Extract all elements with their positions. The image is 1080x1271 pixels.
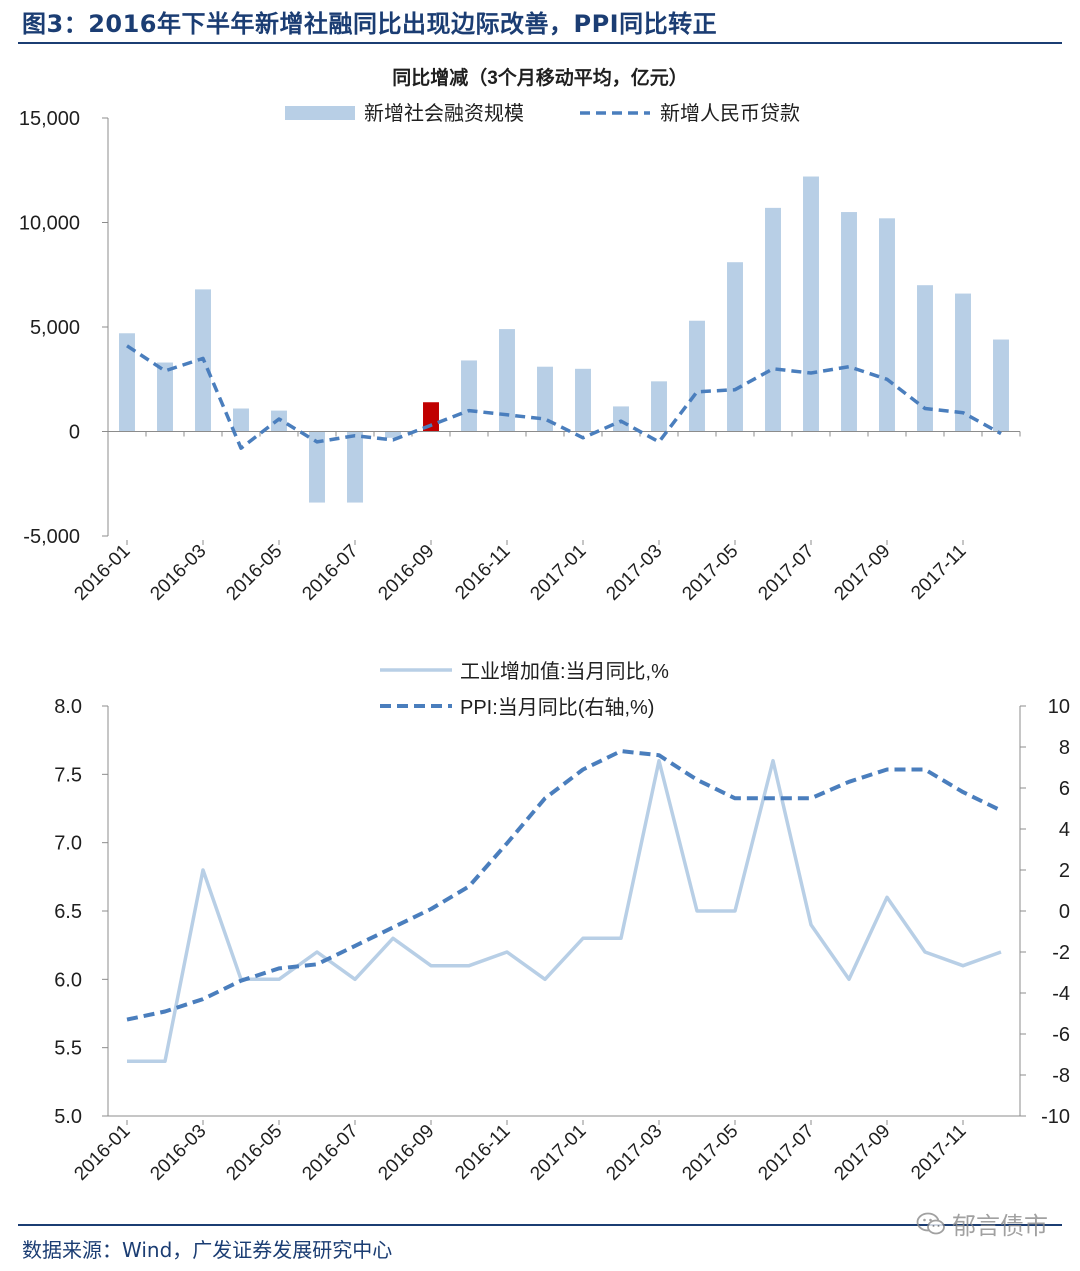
x-tick-label: 2016-05 bbox=[222, 1121, 286, 1185]
x-tick-label: 2016-11 bbox=[451, 541, 514, 604]
legend-swatch-bar bbox=[285, 106, 355, 120]
bar bbox=[841, 212, 857, 432]
legend-label: PPI:当月同比(右轴,%) bbox=[460, 696, 654, 719]
x-tick-label: 2017-01 bbox=[526, 1121, 590, 1185]
bar bbox=[917, 285, 933, 432]
y-tick-label-left: 6.0 bbox=[54, 969, 82, 991]
y-tick-label: 0 bbox=[69, 422, 80, 444]
legend-label: 工业增加值:当月同比,% bbox=[460, 660, 669, 683]
x-tick-label: 2017-11 bbox=[907, 1121, 970, 1184]
x-tick-label: 2017-11 bbox=[907, 541, 970, 604]
wechat-icon bbox=[916, 1212, 945, 1234]
y-tick-label-right: 6 bbox=[1059, 778, 1070, 800]
y-tick-label: 10,000 bbox=[19, 213, 80, 235]
y-tick-label-left: 6.5 bbox=[54, 901, 82, 923]
y-tick-label-right: -4 bbox=[1052, 983, 1070, 1005]
y-tick-label-right: 0 bbox=[1059, 901, 1070, 923]
title-rule bbox=[18, 42, 1062, 44]
x-tick-label: 2017-09 bbox=[830, 541, 894, 605]
chart-social-financing: 同比增减（3个月移动平均，亿元） -5,000 0 5,000 10,000 15,000… bbox=[19, 66, 1021, 605]
chart-canvas: 同比增减（3个月移动平均，亿元） -5,000 0 5,000 10,000 15,000… bbox=[19, 66, 1070, 1185]
bar bbox=[955, 293, 971, 432]
x-tick-label: 2016-05 bbox=[222, 541, 286, 605]
x-tick-label: 2016-09 bbox=[374, 541, 438, 605]
y-tick-label-right: 2 bbox=[1059, 860, 1070, 882]
bar bbox=[689, 320, 705, 432]
y-tick-label-left: 8.0 bbox=[54, 696, 82, 718]
y-tick-label-left: 7.5 bbox=[54, 764, 82, 786]
figure-title: 图3：2016年下半年新增社融同比出现边际改善，PPI同比转正 bbox=[22, 10, 718, 38]
bar bbox=[233, 408, 249, 432]
source-rule bbox=[18, 1224, 1062, 1226]
bar bbox=[423, 402, 439, 432]
series-line-industrial bbox=[127, 758, 1002, 1064]
x-tick-label: 2017-09 bbox=[830, 1121, 894, 1185]
watermark-text: 郁言债市 bbox=[952, 1212, 1048, 1240]
x-tick-label: 2017-03 bbox=[602, 541, 666, 605]
bar bbox=[803, 176, 819, 432]
y-tick-label-right: 10 bbox=[1048, 696, 1070, 718]
y-tick-label-right: -6 bbox=[1052, 1024, 1070, 1046]
x-tick-label: 2016-03 bbox=[146, 541, 210, 605]
bar bbox=[461, 360, 477, 432]
series-line-loans bbox=[126, 344, 1002, 450]
x-tick-label: 2017-07 bbox=[754, 541, 818, 605]
bar bbox=[879, 218, 895, 432]
y-tick-label-right: -8 bbox=[1052, 1065, 1070, 1087]
y-tick-label-left: 7.0 bbox=[54, 833, 82, 855]
y-tick-label-right: -2 bbox=[1052, 942, 1070, 964]
x-tick-label: 2016-01 bbox=[70, 541, 134, 605]
chart-industrial-ppi: 5.0 5.5 6.0 6.5 7.0 7.5 8.0 -10 -8 -6 -4 -2 0 2 4 6 8 10 2… bbox=[54, 660, 1070, 1185]
y-tick-label: -5,000 bbox=[23, 526, 80, 548]
x-tick-label: 2016-11 bbox=[451, 1121, 514, 1184]
x-tick-label: 2017-05 bbox=[678, 541, 742, 605]
legend-label: 新增社会融资规模 bbox=[364, 102, 524, 125]
bar bbox=[385, 431, 401, 438]
y-tick-label: 5,000 bbox=[30, 317, 80, 339]
y-tick-label-left: 5.0 bbox=[54, 1106, 82, 1128]
bar bbox=[651, 381, 667, 432]
bar bbox=[347, 431, 363, 503]
source-note: 数据来源：Wind，广发证券发展研究中心 bbox=[22, 1238, 393, 1262]
bar bbox=[499, 329, 515, 432]
bar bbox=[157, 362, 173, 432]
y-tick-label-left: 5.5 bbox=[54, 1038, 82, 1060]
bar bbox=[575, 368, 591, 432]
y-tick-label-right: -10 bbox=[1041, 1106, 1070, 1128]
y-tick-label: 15,000 bbox=[19, 108, 80, 130]
x-tick-label: 2016-07 bbox=[298, 541, 362, 605]
x-tick-label: 2016-03 bbox=[146, 1121, 210, 1185]
chart-title: 同比增减（3个月移动平均，亿元） bbox=[392, 66, 688, 89]
bar bbox=[537, 366, 553, 432]
x-tick-label: 2016-01 bbox=[70, 1121, 134, 1185]
x-tick-label: 2017-07 bbox=[754, 1121, 818, 1185]
watermark: 郁言债市 bbox=[916, 1206, 1048, 1241]
bar bbox=[309, 431, 325, 503]
series-line-ppi bbox=[126, 749, 1002, 1022]
bar bbox=[765, 207, 781, 432]
bar bbox=[119, 333, 135, 432]
y-tick-label-right: 8 bbox=[1059, 737, 1070, 759]
x-tick-label: 2016-07 bbox=[298, 1121, 362, 1185]
legend-label: 新增人民币贷款 bbox=[660, 102, 800, 125]
bar bbox=[727, 262, 743, 432]
x-tick-label: 2016-09 bbox=[374, 1121, 438, 1185]
y-tick-label-right: 4 bbox=[1059, 819, 1070, 841]
x-tick-label: 2017-01 bbox=[526, 541, 590, 605]
x-tick-label: 2017-05 bbox=[678, 1121, 742, 1185]
bar bbox=[993, 339, 1009, 432]
bar bbox=[613, 406, 629, 432]
x-tick-label: 2017-03 bbox=[602, 1121, 666, 1185]
